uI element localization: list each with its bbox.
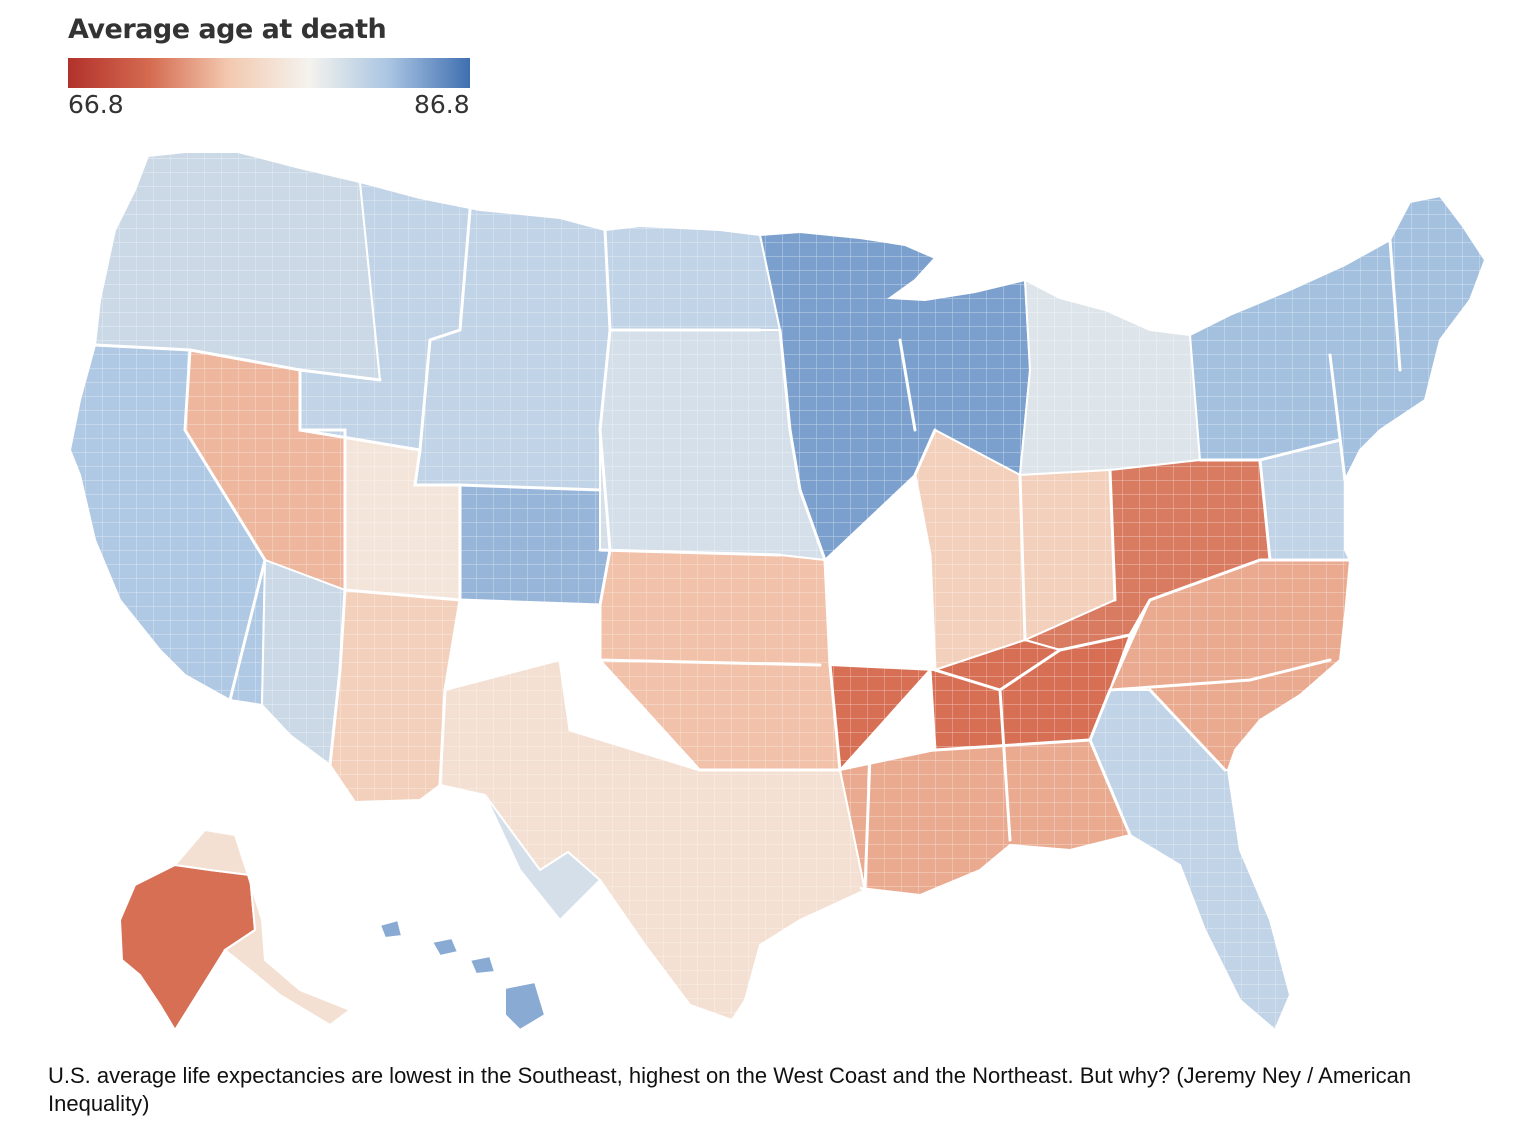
legend-title: Average age at death [68, 14, 387, 45]
us-county-map [68, 148, 1487, 1032]
legend-max-label: 86.8 [414, 90, 470, 119]
state-borders [93, 208, 1402, 892]
region-hawaii [378, 918, 547, 1032]
legend-color-bar [68, 58, 470, 88]
region-alaska-east [173, 828, 353, 1027]
legend-min-label: 66.8 [68, 90, 124, 119]
figure-caption: U.S. average life expectancies are lowes… [48, 1063, 1412, 1116]
